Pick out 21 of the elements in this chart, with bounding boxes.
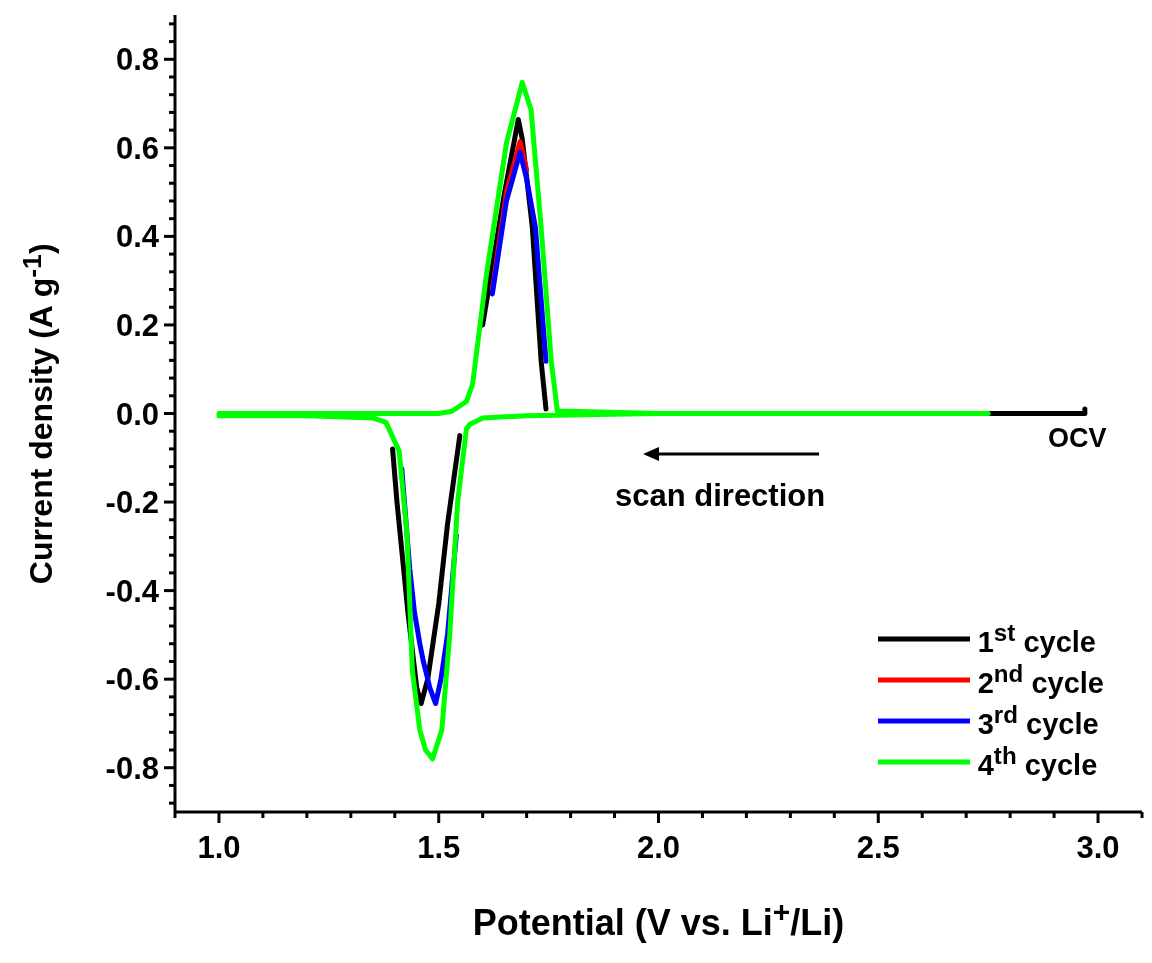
y-tick-label: -0.6 — [105, 662, 159, 698]
legend-label: 1$^{st}$ cycle — [977, 618, 1096, 659]
legend-label: 2$^{nd}$ cycle — [977, 659, 1104, 700]
annotation: OCV — [1048, 423, 1107, 454]
x-tick-label: 2.5 — [856, 830, 900, 865]
x-tick-label: 2.0 — [636, 830, 681, 865]
y-tick-label: -0.2 — [105, 485, 159, 521]
y-tick-label: 0.2 — [115, 307, 159, 343]
x-axis-title: Potential (V vs. Li$^{+}$/Li) — [471, 895, 846, 944]
legend-label: 3$^{rd}$ cycle — [977, 700, 1099, 741]
annotation: scan direction — [615, 478, 826, 514]
y-tick-label: 0.6 — [115, 130, 159, 166]
y-tick-label: 0.0 — [115, 396, 159, 432]
x-tick-label: 3.0 — [1076, 830, 1120, 865]
y-tick-label: -0.4 — [105, 573, 160, 609]
x-tick-label: 1.0 — [197, 830, 241, 865]
x-tick-label: 1.5 — [417, 830, 461, 865]
y-tick-label: -0.8 — [105, 750, 159, 786]
legend-label: 4$^{th}$ cycle — [977, 741, 1098, 782]
y-tick-label: 0.8 — [115, 42, 159, 78]
y-tick-label: 0.4 — [115, 219, 160, 255]
